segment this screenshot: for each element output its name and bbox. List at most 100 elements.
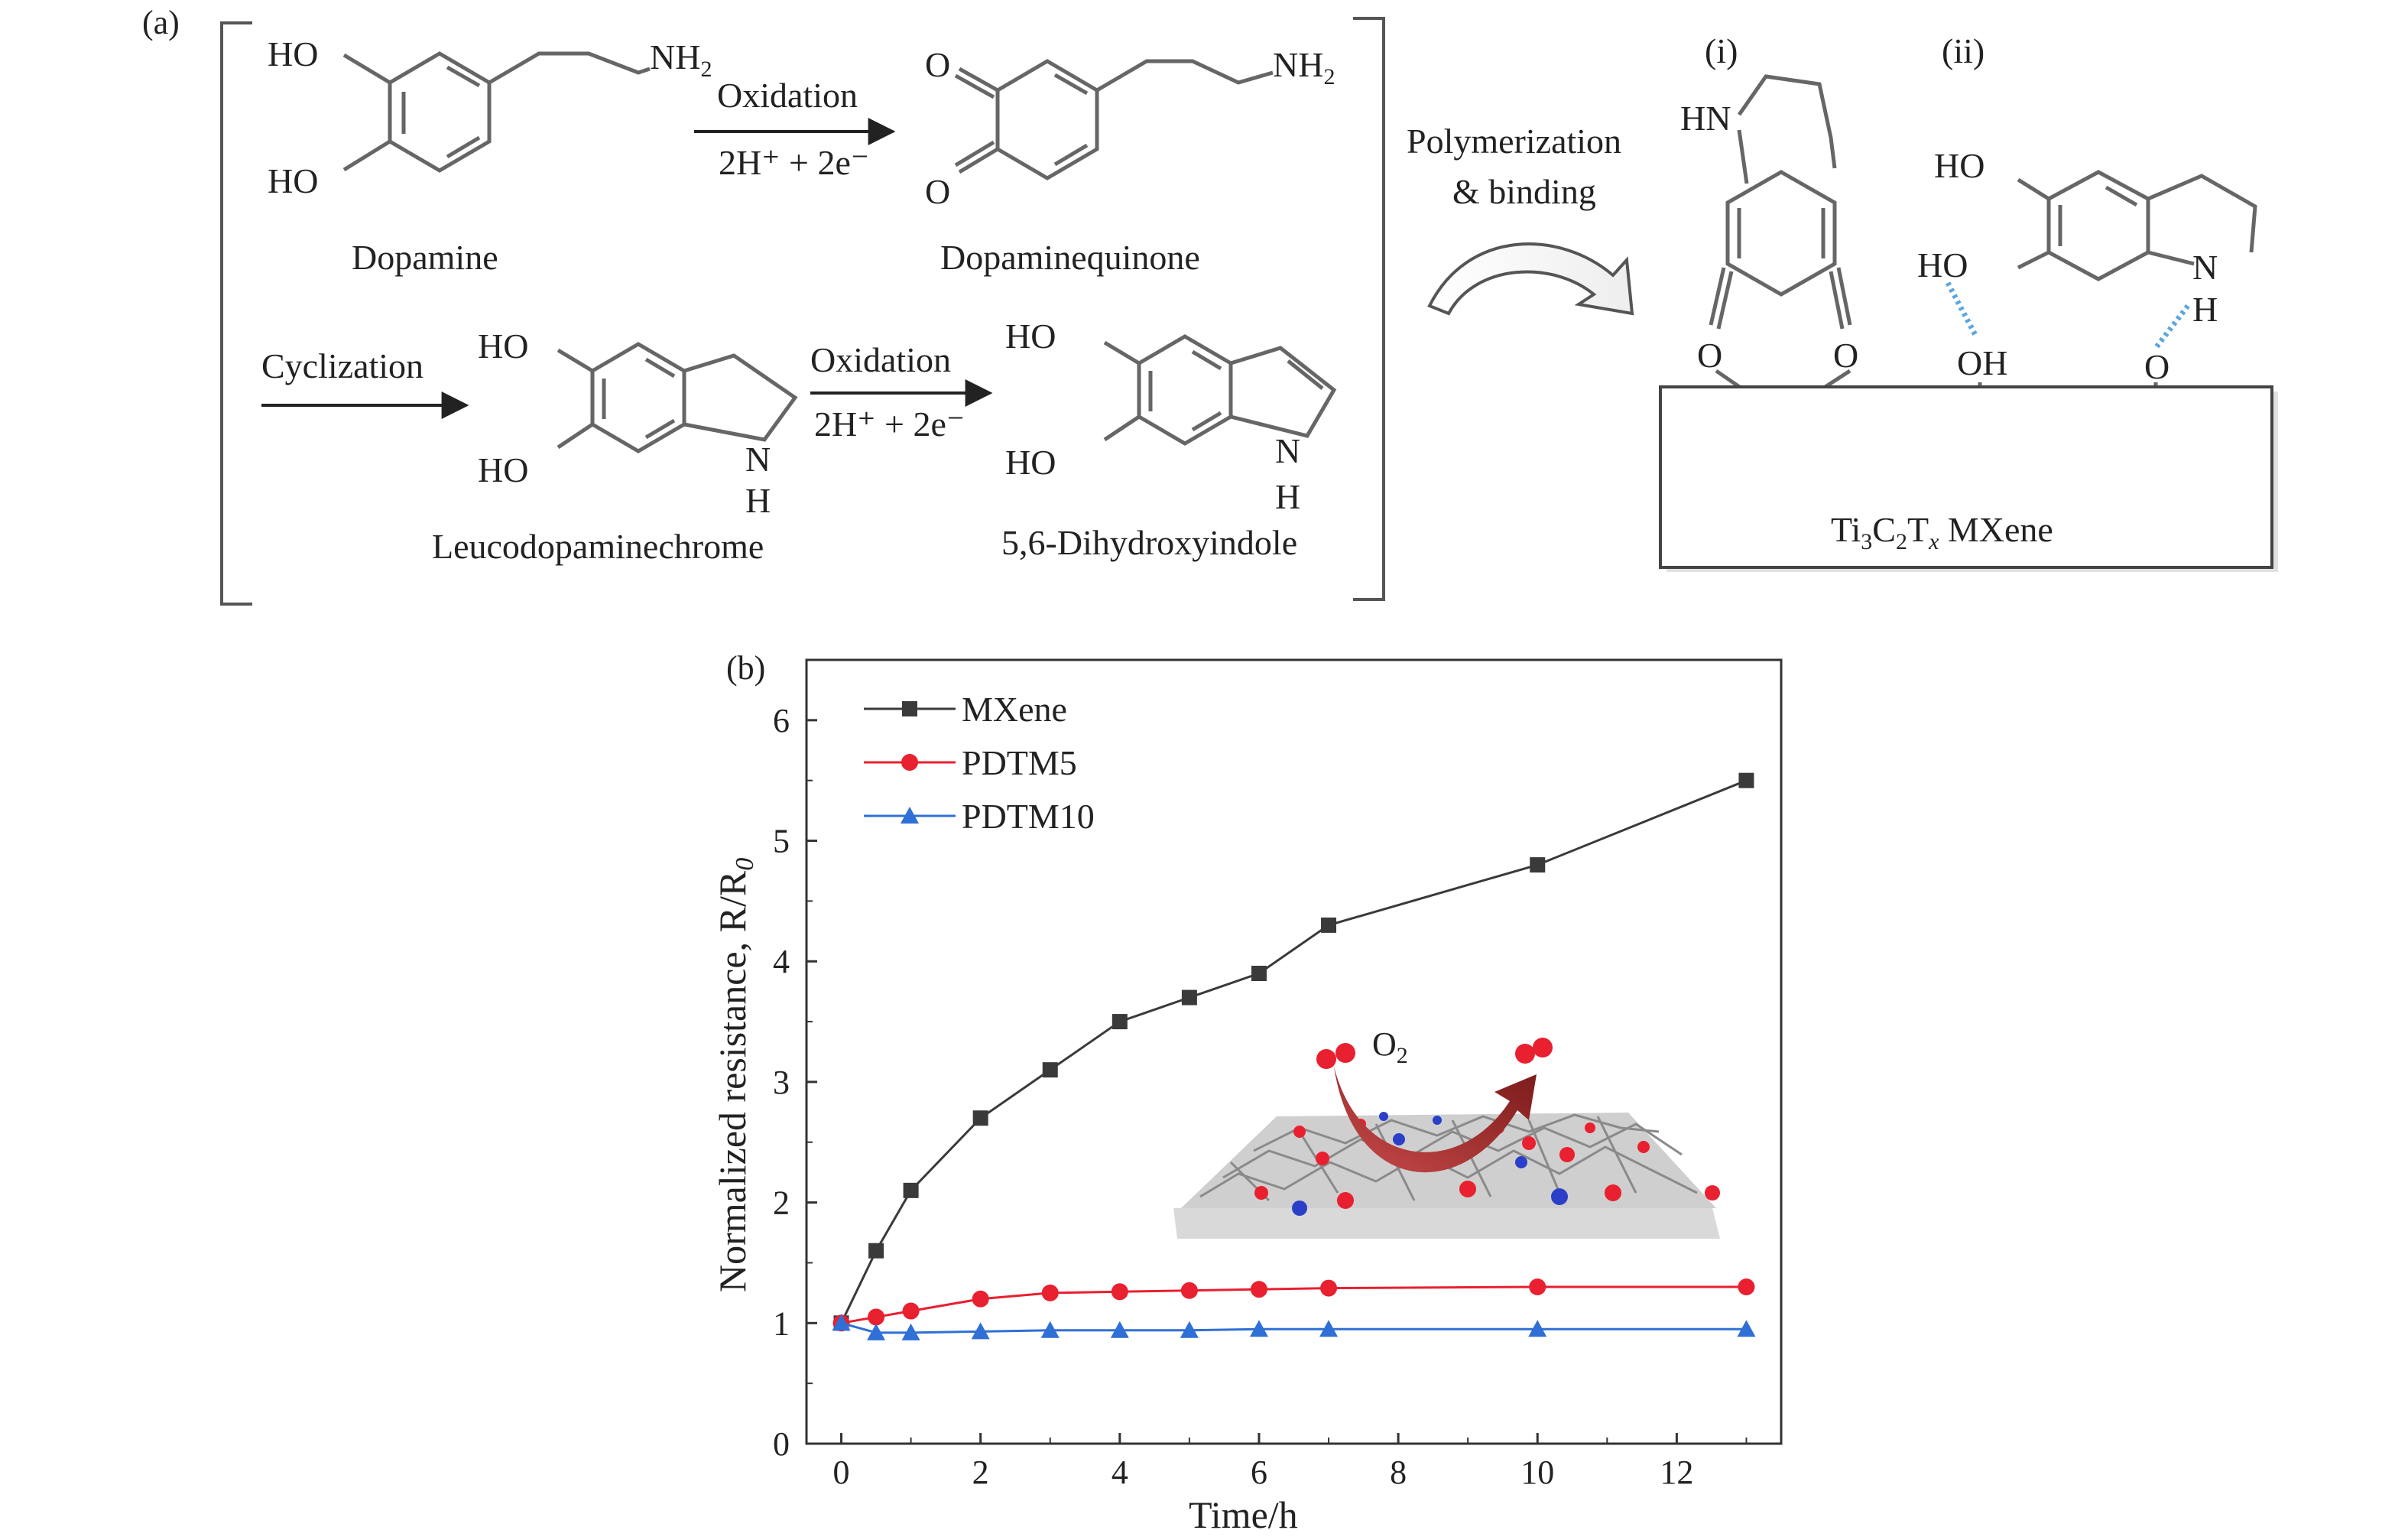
data-point [1251, 966, 1267, 981]
panel-b: (b) O2 [711, 649, 1783, 1536]
scheme-bracket [220, 17, 1385, 606]
y-axis-label: Normalized resistance, R/R0 [711, 858, 759, 1292]
x-tick-label: 6 [1251, 1454, 1267, 1491]
data-point [1530, 857, 1546, 873]
data-point [1112, 1014, 1128, 1030]
dopaminequinone-name: Dopaminequinone [940, 238, 1200, 277]
data-point [1529, 1278, 1546, 1295]
panel-a: (a) HO HO NH2 Dopamine Oxidation [142, 4, 2278, 606]
series-pdtm10 [832, 1314, 1756, 1340]
data-point [868, 1243, 884, 1259]
legend-item: MXene [864, 690, 1067, 729]
oxidation-label-2: Oxidation [810, 340, 951, 379]
data-point [1181, 989, 1197, 1006]
oxidation-label-1: Oxidation [717, 76, 858, 115]
legend-marker [901, 754, 918, 771]
data-point [1738, 1278, 1755, 1295]
y-tick-label: 6 [773, 702, 790, 739]
dhi-ho-bottom: HO [1005, 443, 1056, 482]
data-point [972, 1110, 988, 1126]
data-point [832, 1314, 851, 1331]
x-tick-label: 0 [833, 1454, 850, 1491]
binding-i-hn: HN [1680, 99, 1731, 138]
binding-i-o-right: O [1833, 336, 1858, 375]
legend-label: PDTM5 [962, 743, 1077, 782]
binding-ii-label: (ii) [1942, 31, 1984, 70]
legend-item: PDTM5 [864, 743, 1077, 782]
data-point [1110, 1321, 1129, 1338]
x-tick-label: 10 [1520, 1454, 1554, 1491]
polymerization-line1: Polymerization [1407, 122, 1621, 161]
oxidation-sub-1: 2H⁺ + 2e⁻ [719, 143, 869, 182]
legend-marker [901, 807, 919, 824]
y-tick-label: 5 [773, 823, 790, 860]
x-axis-label: Time/h [1189, 1493, 1298, 1536]
binding-i-o-left: O [1697, 336, 1722, 375]
binding-ii-ho-top: HO [1934, 146, 1984, 185]
x-tick-label: 12 [1660, 1454, 1693, 1491]
polymerization-line2: & binding [1452, 172, 1596, 211]
cyclization-arrow: Cyclization [261, 346, 469, 419]
data-point [868, 1308, 885, 1326]
data-point [1041, 1284, 1059, 1301]
series-line [840, 779, 1748, 1324]
data-point [1180, 1282, 1198, 1299]
x-tick-label: 2 [972, 1454, 989, 1491]
series-pdtm5 [832, 1278, 1755, 1332]
binding-ii-oh: OH [1957, 343, 2007, 382]
leucodopaminechrome-structure: HO HO N H Leucodopaminechrome [432, 327, 798, 566]
data-point [1042, 1062, 1058, 1078]
data-point [971, 1322, 990, 1340]
data-point [867, 1323, 886, 1340]
panel-a-label: (a) [142, 4, 180, 41]
y-tick-label: 2 [773, 1184, 790, 1222]
data-point [902, 1302, 920, 1320]
y-tick-label: 0 [773, 1425, 790, 1463]
y-tick-label: 1 [773, 1304, 790, 1342]
data-point [901, 1323, 920, 1340]
data-point [1319, 1320, 1339, 1337]
y-tick-label: 3 [773, 1064, 790, 1101]
dihydroxyindole-structure: HO HO N H 5,6-Dihydroxyindole [1001, 317, 1337, 562]
dhi-n: N [1275, 431, 1300, 470]
dhi-h: H [1275, 477, 1300, 516]
binding-ii-o: O [2144, 347, 2169, 386]
data-point [1250, 1281, 1267, 1298]
legend-marker [902, 701, 917, 716]
oxidation-arrow-2: Oxidation 2H⁺ + 2e⁻ [810, 340, 993, 443]
data-point [972, 1290, 989, 1308]
dopamine-structure: HO HO NH2 Dopamine [268, 34, 712, 277]
leuco-ho-top: HO [478, 327, 528, 366]
data-series [832, 772, 1756, 1340]
y-tick-label: 4 [773, 943, 790, 980]
binding-ii-ho-mid: HO [1917, 245, 1968, 284]
legend-label: PDTM10 [962, 797, 1095, 836]
dhi-ho-top: HO [1005, 317, 1056, 356]
data-point [1111, 1283, 1128, 1301]
dopaminequinone-nh: NH2 [1273, 45, 1335, 89]
x-tick-label: 4 [1112, 1454, 1128, 1491]
data-point [1249, 1320, 1268, 1337]
x-tick-label: 8 [1390, 1454, 1407, 1491]
dopamine-nh: NH2 [650, 37, 712, 82]
inset-o2-label: O2 [1372, 1025, 1408, 1068]
oxidation-sub-2: 2H⁺ + 2e⁻ [814, 404, 965, 443]
leuco-h: H [745, 481, 771, 520]
data-point [1040, 1321, 1060, 1338]
leuco-name: Leucodopaminechrome [432, 527, 764, 566]
binding-ii-h: H [2192, 290, 2218, 329]
binding-i-label: (i) [1705, 31, 1738, 70]
data-point [1180, 1321, 1199, 1338]
oxidation-arrow-1: Oxidation 2H⁺ + 2e⁻ [694, 76, 896, 182]
dopamine-ho-bottom: HO [268, 161, 318, 200]
data-point [1737, 1320, 1756, 1337]
cyclization-label: Cyclization [261, 346, 424, 385]
dopaminequinone-structure: O O NH2 Dopaminequinone [925, 45, 1335, 277]
data-point [903, 1182, 919, 1198]
legend: MXene PDTM5 PDTM10 [864, 690, 1095, 836]
inset-illustration: O2 [1173, 1025, 1720, 1239]
dopaminequinone-o-bottom: O [925, 172, 950, 211]
plot-frame [805, 658, 1783, 1445]
mxene-label: Ti3C2Tx MXene [1831, 510, 2053, 554]
